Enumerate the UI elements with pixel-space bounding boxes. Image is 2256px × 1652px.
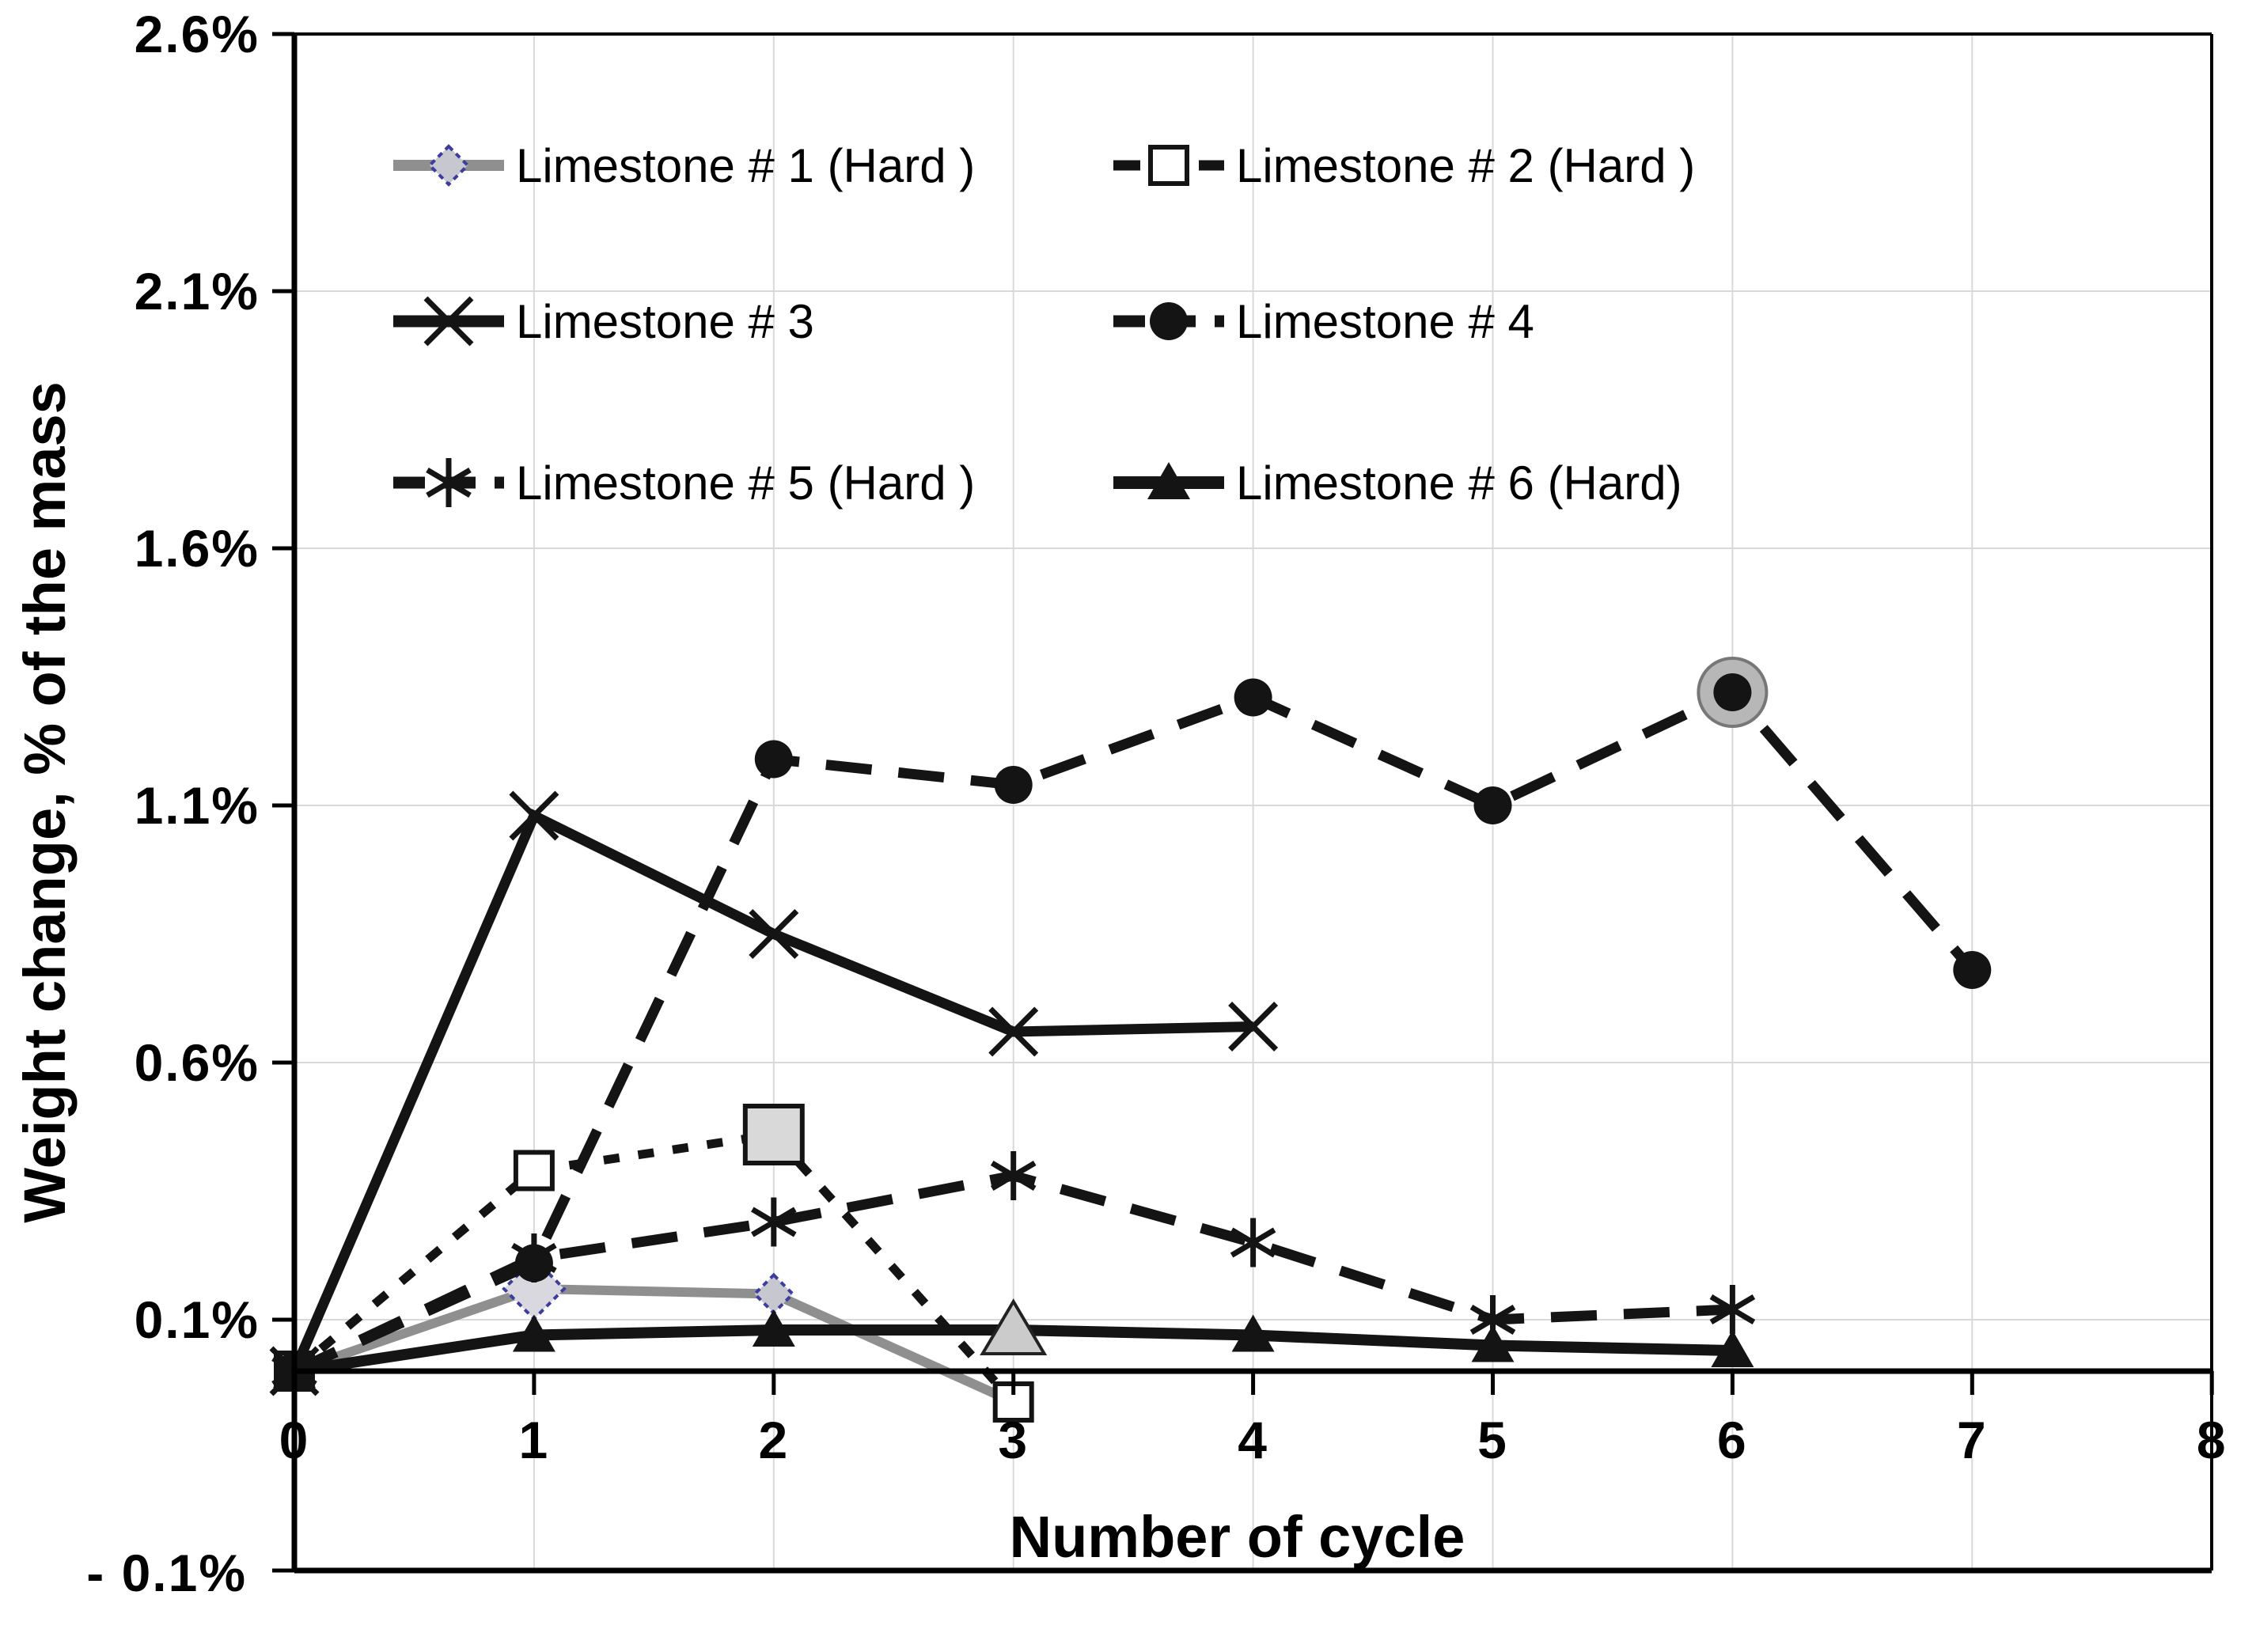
- y-tick-label-1.6%: 1.6%: [135, 519, 260, 578]
- line-limestone-4: [292, 686, 1977, 1376]
- marker-limestone-6-x3: [980, 1298, 1048, 1355]
- y-tick-label-2.6%: 2.6%: [135, 5, 260, 63]
- marker-limestone-5-x2: [751, 1207, 797, 1237]
- legend-marker-limestone-2: [1148, 145, 1189, 186]
- x-tick-label-1: 1: [519, 1411, 550, 1469]
- x-tick-label-5: 5: [1477, 1411, 1508, 1469]
- marker-limestone-4-x5: [1473, 786, 1512, 824]
- marker-limestone-3-x2: [749, 909, 799, 959]
- legend-marker-limestone-4: [1150, 302, 1188, 340]
- x-tick-label-4: 4: [1238, 1411, 1268, 1469]
- legend-item-limestone-3: Limestone # 3: [393, 295, 814, 348]
- marker-limestone-4-x7: [1953, 951, 1992, 989]
- series-limestone-5: [271, 1151, 1756, 1396]
- legend-item-limestone-6: Limestone # 6 (Hard): [1113, 457, 1682, 510]
- legend-marker-limestone-3: [423, 296, 474, 347]
- series-layer: [269, 657, 1992, 1423]
- x-tick-label-3: 3: [998, 1411, 1029, 1469]
- marker-limestone-3-x1: [509, 790, 559, 841]
- axes: [272, 32, 2214, 1574]
- y-tick-label-1.1%: 1.1%: [135, 776, 260, 835]
- marker-limestone-6-x2: [752, 1309, 795, 1347]
- legend-label-limestone-4: Limestone # 4: [1236, 295, 1534, 348]
- legend-label-limestone-2: Limestone # 2 (Hard ): [1236, 139, 1695, 192]
- legend-label-limestone-3: Limestone # 3: [516, 295, 814, 348]
- y-tick-label-min: - 0.1%: [86, 1544, 247, 1602]
- legend-item-limestone-2: Limestone # 2 (Hard ): [1113, 139, 1695, 192]
- axis-labels: 2.6% 2.1% 1.6% 1.1% 0.6% 0.1% - 0.1% 0 1 2 3 4 5 6 7 8 N…: [12, 5, 2228, 1602]
- marker-limestone-4-x6: [1713, 673, 1752, 711]
- line-limestone-2: [291, 1130, 1017, 1405]
- marker-limestone-4-x4: [1234, 678, 1272, 717]
- marker-limestone-6-x5: [1471, 1324, 1515, 1362]
- marker-limestone-2-x1: [513, 1150, 555, 1192]
- x-tick-label-2: 2: [758, 1411, 789, 1469]
- marker-limestone-6-x4: [1231, 1314, 1275, 1352]
- marker-limestone-4-x3: [994, 766, 1033, 804]
- marker-limestone-5-x4: [1230, 1227, 1276, 1258]
- marker-limestone-6-x6: [1711, 1330, 1754, 1367]
- marker-limestone-4-x2: [754, 740, 793, 779]
- series-limestone-3: [269, 790, 1279, 1396]
- marker-limestone-5-x1: [511, 1242, 557, 1274]
- legend-marker-limestone-5: [426, 467, 472, 498]
- legend: Limestone # 1 (Hard ) Limestone # 2 (Hard…: [393, 139, 1695, 510]
- y-axis-title: Weight change, % of the mass: [12, 381, 78, 1223]
- x-tick-label-0: 0: [279, 1411, 310, 1469]
- marker-limestone-5-x5: [1469, 1304, 1516, 1336]
- marker-limestone-3-x3: [988, 1006, 1039, 1057]
- series-limestone-4: [275, 657, 1992, 1390]
- legend-item-limestone-5: Limestone # 5 (Hard ): [393, 457, 975, 510]
- y-tick-label-0.1%: 0.1%: [135, 1290, 260, 1349]
- marker-limestone-5-x3: [990, 1160, 1037, 1192]
- legend-item-limestone-4: Limestone # 4: [1113, 295, 1534, 348]
- line-limestone-1: [293, 1283, 1016, 1407]
- marker-limestone-5-x6: [1709, 1294, 1756, 1325]
- x-axis-title: Number of cycle: [1010, 1504, 1465, 1570]
- series-limestone-1: [273, 1256, 1035, 1423]
- legend-marker-limestone-1: [427, 144, 470, 187]
- y-tick-label-2.1%: 2.1%: [135, 262, 260, 320]
- legend-label-limestone-6: Limestone # 6 (Hard): [1236, 457, 1682, 510]
- legend-label-limestone-5: Limestone # 5 (Hard ): [516, 457, 975, 510]
- marker-limestone-3-x4: [1228, 1002, 1279, 1051]
- y-tick-label-0.6%: 0.6%: [135, 1033, 260, 1092]
- marker-limestone-6-x1: [512, 1314, 555, 1352]
- legend-marker-limestone-6: [1147, 462, 1190, 499]
- legend-label-limestone-1: Limestone # 1 (Hard ): [516, 139, 975, 192]
- series-limestone-6: [273, 1298, 1754, 1388]
- x-tick-label-7: 7: [1957, 1411, 1988, 1469]
- marker-limestone-1-x2: [752, 1272, 795, 1316]
- x-tick-label-6: 6: [1717, 1411, 1748, 1469]
- x-tick-label-8: 8: [2197, 1411, 2228, 1469]
- marker-limestone-2-x2: [742, 1104, 805, 1165]
- legend-item-limestone-1: Limestone # 1 (Hard ): [393, 139, 975, 192]
